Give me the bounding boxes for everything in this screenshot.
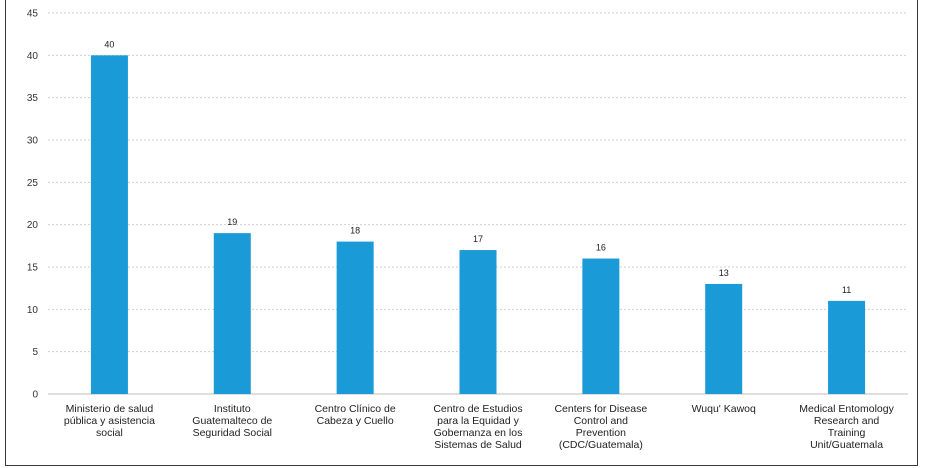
data-label: 17 bbox=[473, 234, 483, 244]
y-tick-label: 30 bbox=[27, 136, 39, 147]
y-tick-label: 5 bbox=[32, 347, 38, 358]
bar bbox=[705, 283, 743, 394]
y-tick-label: 10 bbox=[27, 305, 39, 316]
y-tick-label: 45 bbox=[27, 9, 39, 20]
data-label: 40 bbox=[104, 39, 114, 49]
y-tick-label: 35 bbox=[27, 93, 39, 104]
y-tick-label: 15 bbox=[27, 263, 39, 274]
y-tick-label: 40 bbox=[27, 51, 39, 62]
y-tick-label: 25 bbox=[27, 178, 39, 189]
bar bbox=[459, 250, 497, 394]
x-tick-label: Wuqu' Kawoq bbox=[692, 403, 756, 415]
data-label: 11 bbox=[842, 285, 851, 295]
y-tick-label: 20 bbox=[27, 220, 39, 231]
x-tick-label: Centers for Disease Control and Prevention… bbox=[554, 403, 647, 451]
bar bbox=[213, 233, 251, 394]
bar bbox=[828, 300, 866, 394]
y-tick-label: 0 bbox=[32, 390, 38, 401]
data-label: 16 bbox=[596, 243, 606, 253]
x-tick-label: Centro de Estudios para la Equidad y Gober… bbox=[433, 403, 522, 451]
bar bbox=[582, 258, 620, 394]
x-tick-label: Centro Clínico de Cabeza y Cuello bbox=[315, 403, 396, 427]
data-label: 19 bbox=[227, 217, 237, 227]
x-tick-label: Instituto Guatemalteco de Seguridad Social bbox=[192, 403, 272, 439]
x-tick-label: Medical Entomology Research and Training Un… bbox=[799, 403, 894, 451]
data-label: 13 bbox=[719, 268, 729, 278]
bar bbox=[90, 55, 128, 394]
x-tick-label: Ministerio de salud pública y asistencia s… bbox=[64, 403, 155, 439]
data-label: 18 bbox=[350, 226, 360, 236]
bar bbox=[336, 241, 374, 394]
